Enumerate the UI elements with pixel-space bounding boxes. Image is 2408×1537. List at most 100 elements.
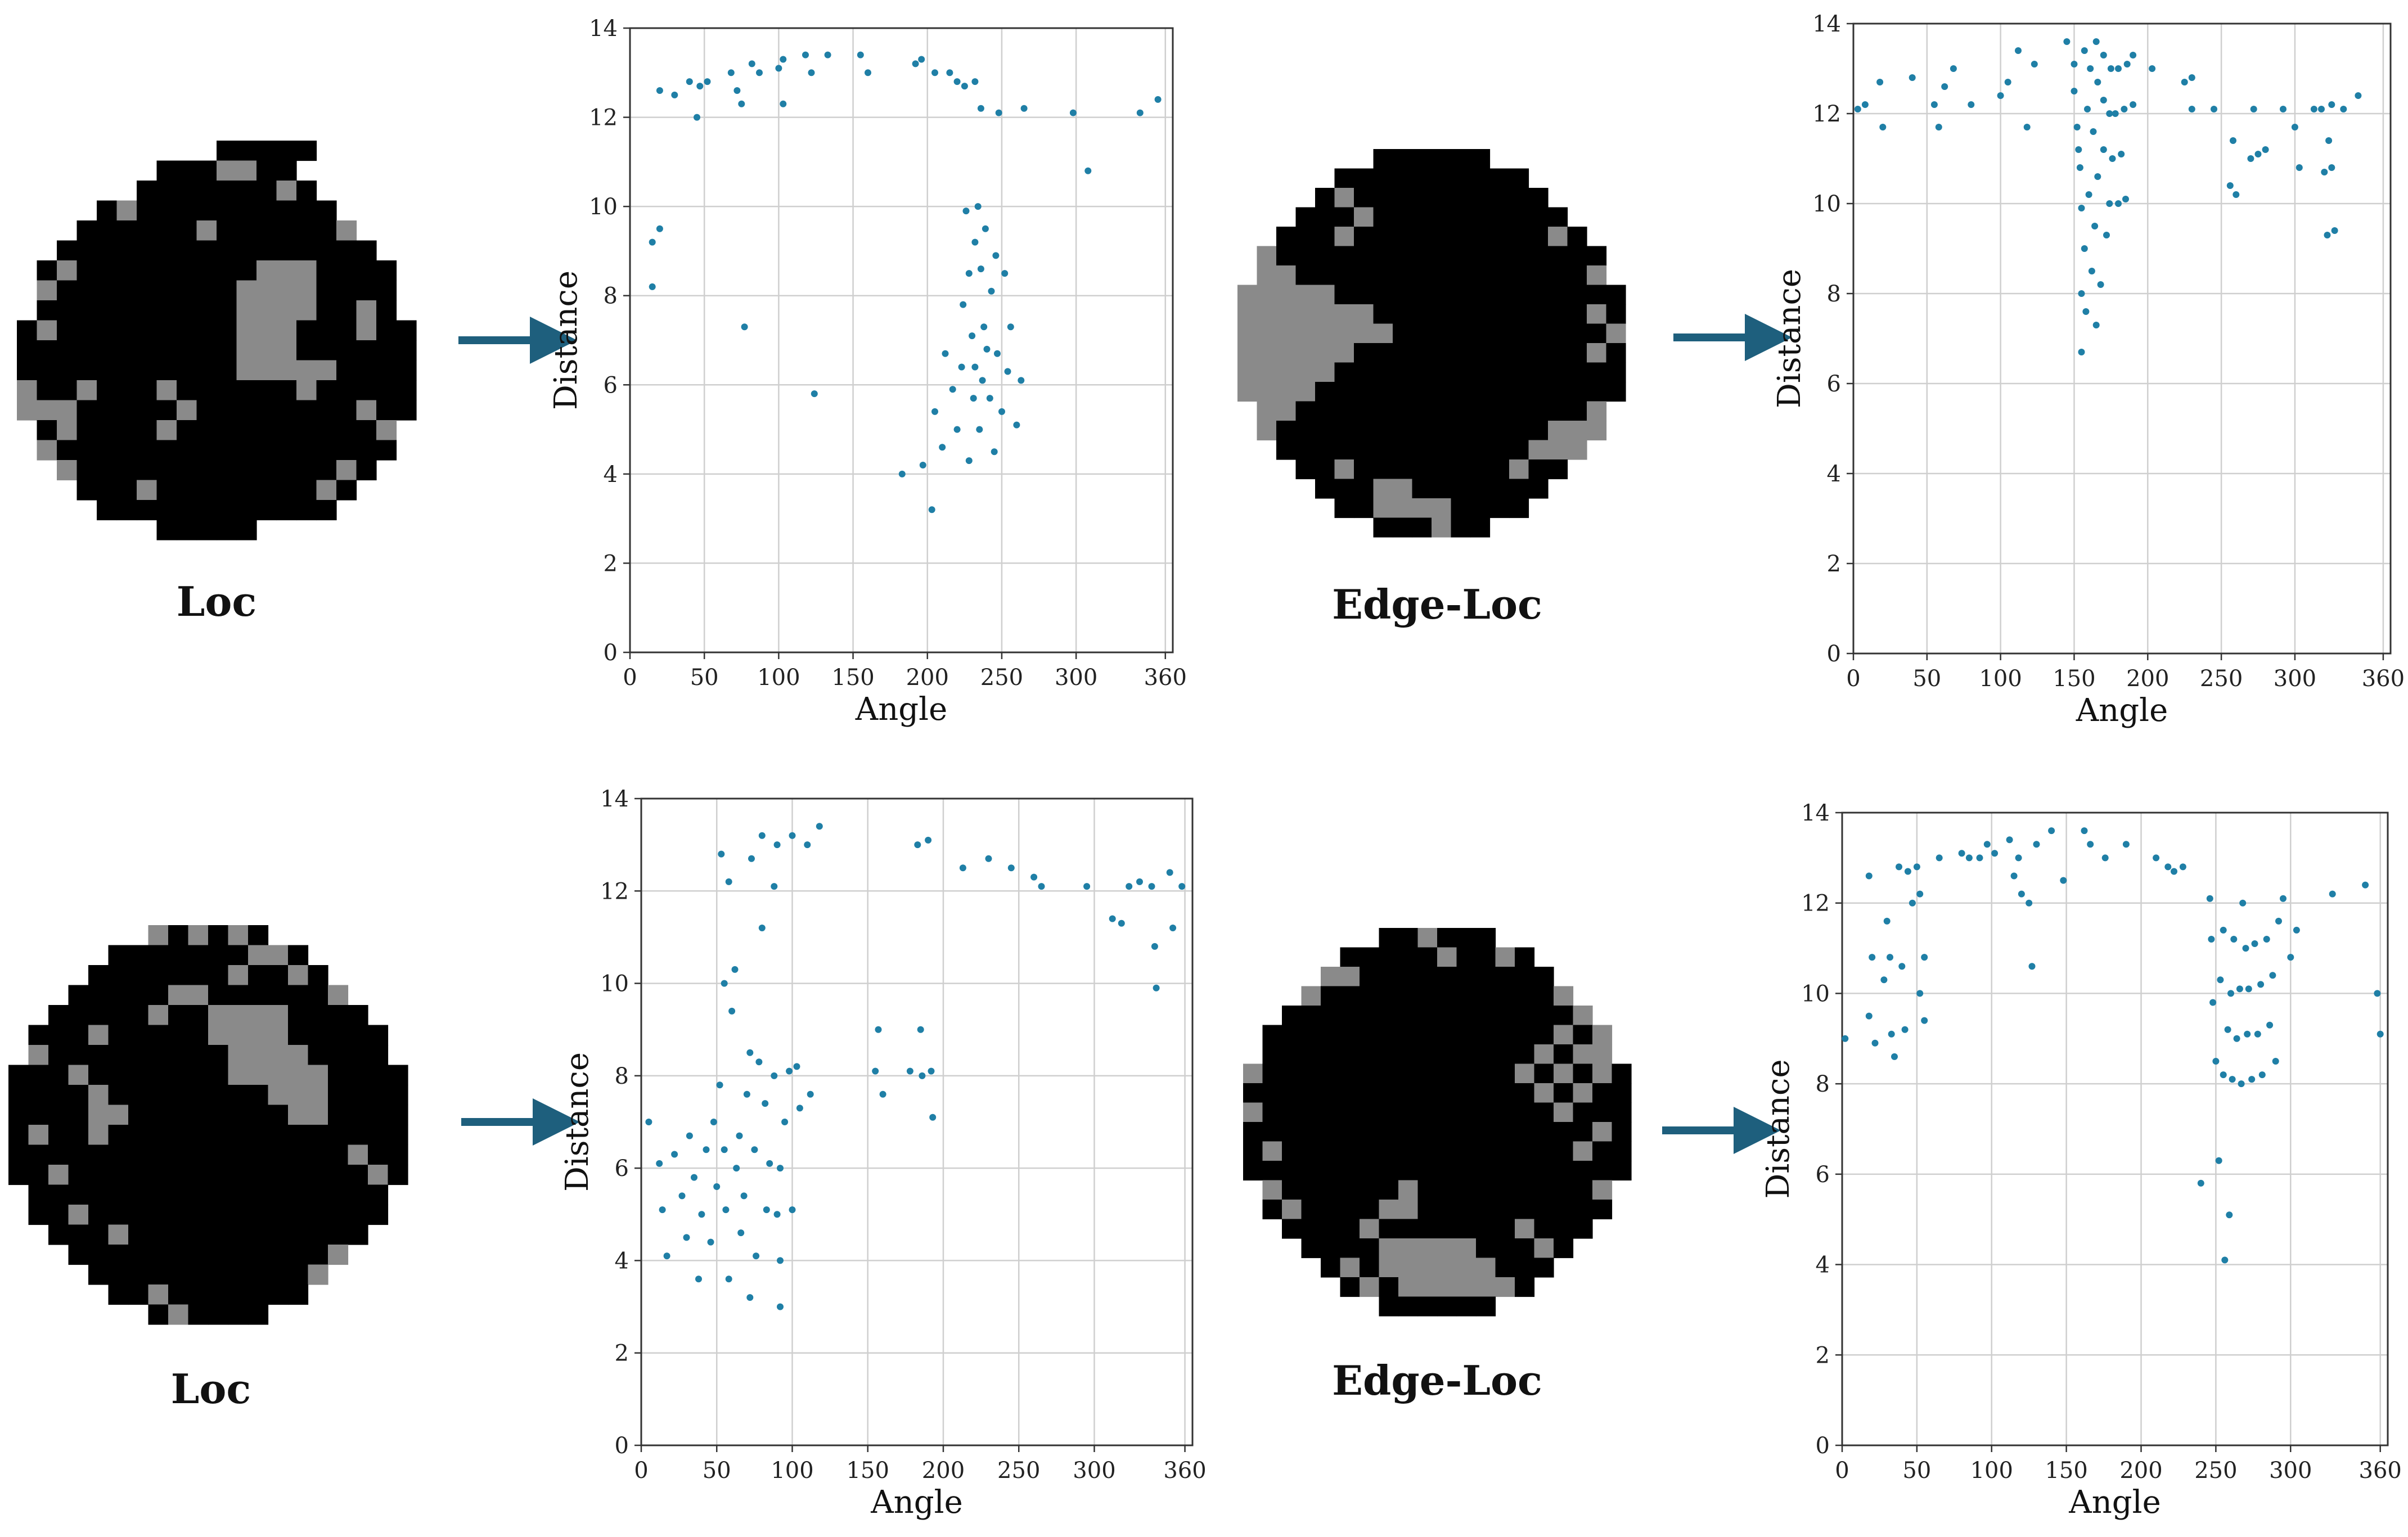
wafer-die-pass: [208, 1165, 229, 1186]
wafer-die-pass: [1379, 1180, 1399, 1200]
wafer-die-pass: [196, 280, 217, 301]
wafer-die-pass: [1470, 343, 1491, 363]
wafer-die-pass: [208, 1304, 229, 1325]
wafer-die-pass: [376, 360, 397, 381]
scatter-point: [1887, 954, 1893, 961]
wafer-die-pass: [196, 460, 217, 481]
wafer-die-pass: [1354, 382, 1374, 402]
wafer-die-fail: [1437, 1277, 1457, 1297]
wafer-die-fail: [1360, 1219, 1380, 1239]
scatter-point: [2078, 290, 2085, 297]
wafer-die-pass: [128, 1144, 149, 1165]
wafer-die-pass: [1301, 1180, 1321, 1200]
wafer-die-fail: [1321, 967, 1341, 987]
wafer-die-pass: [1534, 1063, 1554, 1084]
wafer-die-pass: [256, 440, 277, 461]
wafer-die-pass: [108, 965, 129, 986]
wafer-die-pass: [1334, 421, 1354, 441]
scatter-point: [1151, 943, 1158, 950]
wafer-die-pass: [128, 1284, 149, 1305]
wafer-die-pass: [188, 1005, 209, 1026]
wafer-die-pass: [248, 1205, 269, 1225]
wafer-die-pass: [296, 400, 317, 421]
scatter-point: [731, 966, 739, 973]
wafer-die-pass: [356, 380, 377, 401]
wafer-die-pass: [296, 340, 317, 361]
wafer-die-fail: [1276, 362, 1297, 382]
wafer-die-pass: [1495, 1044, 1515, 1065]
wafer-die-pass: [396, 400, 417, 421]
wafer-die-pass: [148, 1165, 169, 1186]
wafer-die-pass: [1321, 1219, 1341, 1239]
wafer-die-fail: [296, 380, 317, 401]
wafer-die-pass: [57, 280, 78, 301]
wafer-die-pass: [17, 340, 38, 361]
scatter-point: [743, 1090, 750, 1098]
wafer-die-pass: [156, 360, 177, 381]
wafer-die-fail: [1237, 285, 1258, 305]
wafer-die-fail: [1587, 265, 1607, 286]
scatter-point: [2220, 926, 2227, 934]
wafer-die-pass: [1340, 1277, 1360, 1297]
wafer-die-fail: [1417, 1277, 1438, 1297]
scatter-point: [763, 1206, 770, 1214]
scatter-point: [998, 408, 1005, 415]
wafer-die-pass: [88, 1005, 109, 1026]
wafer-die-pass: [188, 1264, 209, 1285]
wafer-die-fail: [296, 360, 317, 381]
wafer-die-pass: [348, 1045, 368, 1066]
scatter-point: [649, 283, 656, 290]
scatter-point: [2101, 854, 2109, 862]
wafer-die-pass: [1360, 1102, 1380, 1123]
scatter-point: [758, 832, 766, 839]
wafer-die-pass: [1437, 1122, 1457, 1142]
wafer-die-pass: [1573, 1161, 1593, 1181]
wafer-die-pass: [1243, 1083, 1263, 1103]
wafer-die-pass: [356, 360, 377, 381]
wafer-die-pass: [37, 340, 57, 361]
wafer-die-pass: [256, 500, 277, 521]
scatter-point: [1913, 863, 1920, 871]
wafer-die-pass: [1470, 517, 1491, 538]
wafer-die-pass: [316, 240, 337, 261]
wafer-die-pass: [116, 360, 137, 381]
wafer-die-pass: [208, 1205, 229, 1225]
wafer-die-fail: [196, 220, 217, 241]
scatter-point: [2197, 1179, 2204, 1187]
scatter-point: [762, 1100, 769, 1107]
wafer-die-fail: [108, 1224, 129, 1245]
scatter-point: [953, 78, 961, 85]
wafer-die-pass: [128, 1125, 149, 1146]
scatter-point: [780, 100, 787, 107]
wafer-die-pass: [1437, 1180, 1457, 1200]
scatter-point: [1904, 868, 1911, 875]
wafer-die-pass: [1554, 1044, 1574, 1065]
wafer-die-pass: [177, 320, 197, 341]
wafer-die-pass: [1373, 382, 1393, 402]
scatter-point: [2048, 827, 2055, 835]
wafer-die-pass: [116, 280, 137, 301]
wafer-die-pass: [268, 1224, 289, 1245]
wafer-die-pass: [168, 965, 189, 986]
wafer-die-pass: [196, 260, 217, 281]
wafer-die-pass: [48, 1224, 69, 1245]
y-tick-label: 12: [1812, 101, 1841, 127]
wafer-die-pass: [1321, 1083, 1341, 1103]
wafer-die-pass: [1495, 1219, 1515, 1239]
scatter-point: [1083, 883, 1091, 890]
scatter-point: [982, 225, 989, 232]
wafer-die-pass: [1393, 323, 1413, 344]
wafer-die-pass: [1340, 1238, 1360, 1259]
scatter-point: [1950, 65, 1957, 72]
scatter-point: [2239, 899, 2247, 907]
scatter-point: [1118, 920, 1125, 927]
wafer-die-pass: [76, 420, 97, 441]
wafer-die-pass: [228, 1125, 249, 1146]
scatter-point: [971, 238, 979, 246]
wafer-die-pass: [256, 380, 277, 401]
wafer-die-fail: [288, 1085, 309, 1106]
scatter-point: [2103, 232, 2110, 238]
wafer-die-pass: [336, 480, 357, 501]
wafer-die-pass: [1456, 1200, 1477, 1220]
